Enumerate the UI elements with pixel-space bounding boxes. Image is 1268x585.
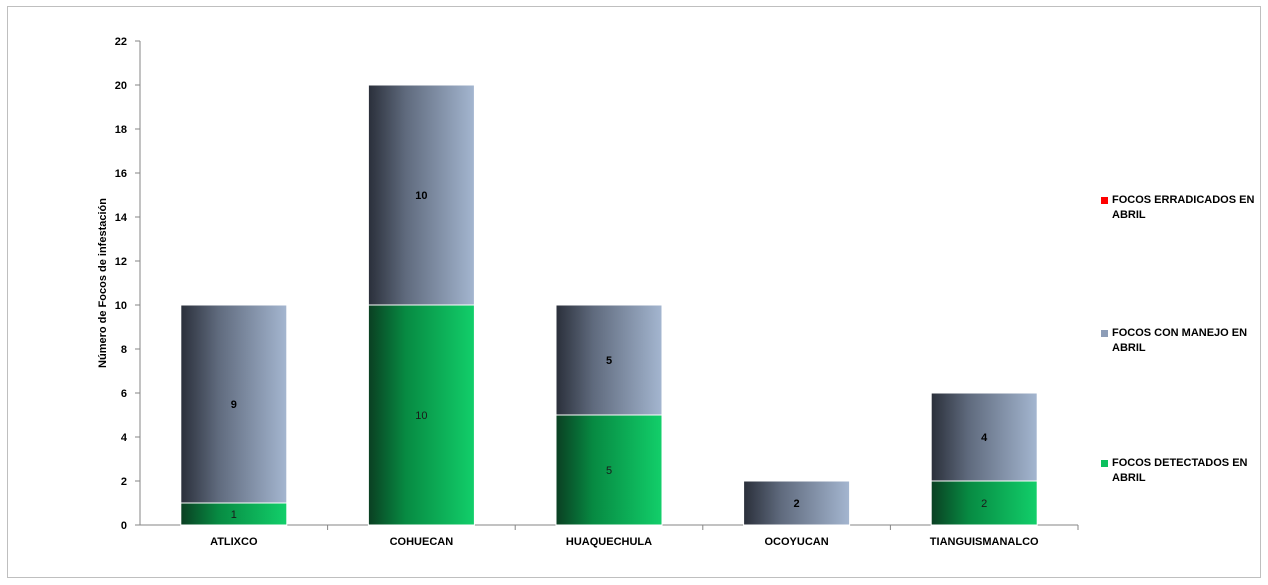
legend-label-detectados: FOCOS DETECTADOS EN ABRIL [1112,457,1248,484]
x-tick-labels: ATLIXCO COHUECAN HUAQUECHULA OCOYUCAN TIANGU… [210,525,1079,548]
data-label: 4 [981,432,988,444]
y-tick-label: 6 [121,388,127,400]
data-label: 5 [606,355,612,367]
y-tick-label: 12 [115,256,127,268]
bar-segment [555,304,663,416]
data-label: 2 [794,498,800,510]
y-tick-label: 22 [115,36,127,48]
data-label: 10 [415,190,427,202]
data-label: 9 [231,399,237,411]
data-label: 2 [981,498,987,510]
legend-swatch-detectados [1101,460,1108,467]
bars [180,84,1038,526]
data-label: 10 [415,410,427,422]
x-tick-label: HUAQUECHULA [566,536,652,548]
bar-segment [555,414,663,526]
y-tick-label: 4 [121,432,128,444]
x-tick-label: COHUECAN [390,536,454,548]
x-tick-label: TIANGUISMANALCO [930,536,1039,548]
legend-item-detectados: FOCOS DETECTADOS EN ABRIL [1101,456,1261,486]
y-tick-label: 10 [115,300,127,312]
legend-swatch-erradicados [1101,197,1108,204]
x-tick-label: OCOYUCAN [765,536,829,548]
y-tick-label: 16 [115,168,127,180]
bar-segment [743,480,851,526]
data-label: 5 [606,465,612,477]
y-tick-label: 20 [115,80,127,92]
data-label: 1 [231,509,237,521]
bar-segment [930,392,1038,482]
legend-swatch-con-manejo [1101,330,1108,337]
legend-item-erradicados: FOCOS ERRADICADOS EN ABRIL [1101,193,1261,223]
y-tick-labels: 0 2 4 6 8 10 12 14 16 18 20 22 [115,36,140,532]
y-tick-label: 14 [115,212,128,224]
x-tick-label: ATLIXCO [210,536,258,548]
legend-label-con-manejo: FOCOS CON MANEJO EN ABRIL [1112,327,1248,354]
legend-label-erradicados: FOCOS ERRADICADOS EN ABRIL [1112,194,1255,221]
legend-item-con-manejo: FOCOS CON MANEJO EN ABRIL [1101,326,1261,356]
bar-segment [180,304,288,504]
y-axis-title: Número de Focos de infestación [97,198,109,368]
y-tick-label: 18 [115,124,127,136]
y-tick-label: 0 [121,520,127,532]
data-labels: 1 9 10 10 5 5 2 2 4 [231,190,988,521]
y-tick-label: 2 [121,476,127,488]
bar-segment [367,304,475,526]
bar-segment [367,84,475,306]
y-tick-label: 8 [121,344,127,356]
